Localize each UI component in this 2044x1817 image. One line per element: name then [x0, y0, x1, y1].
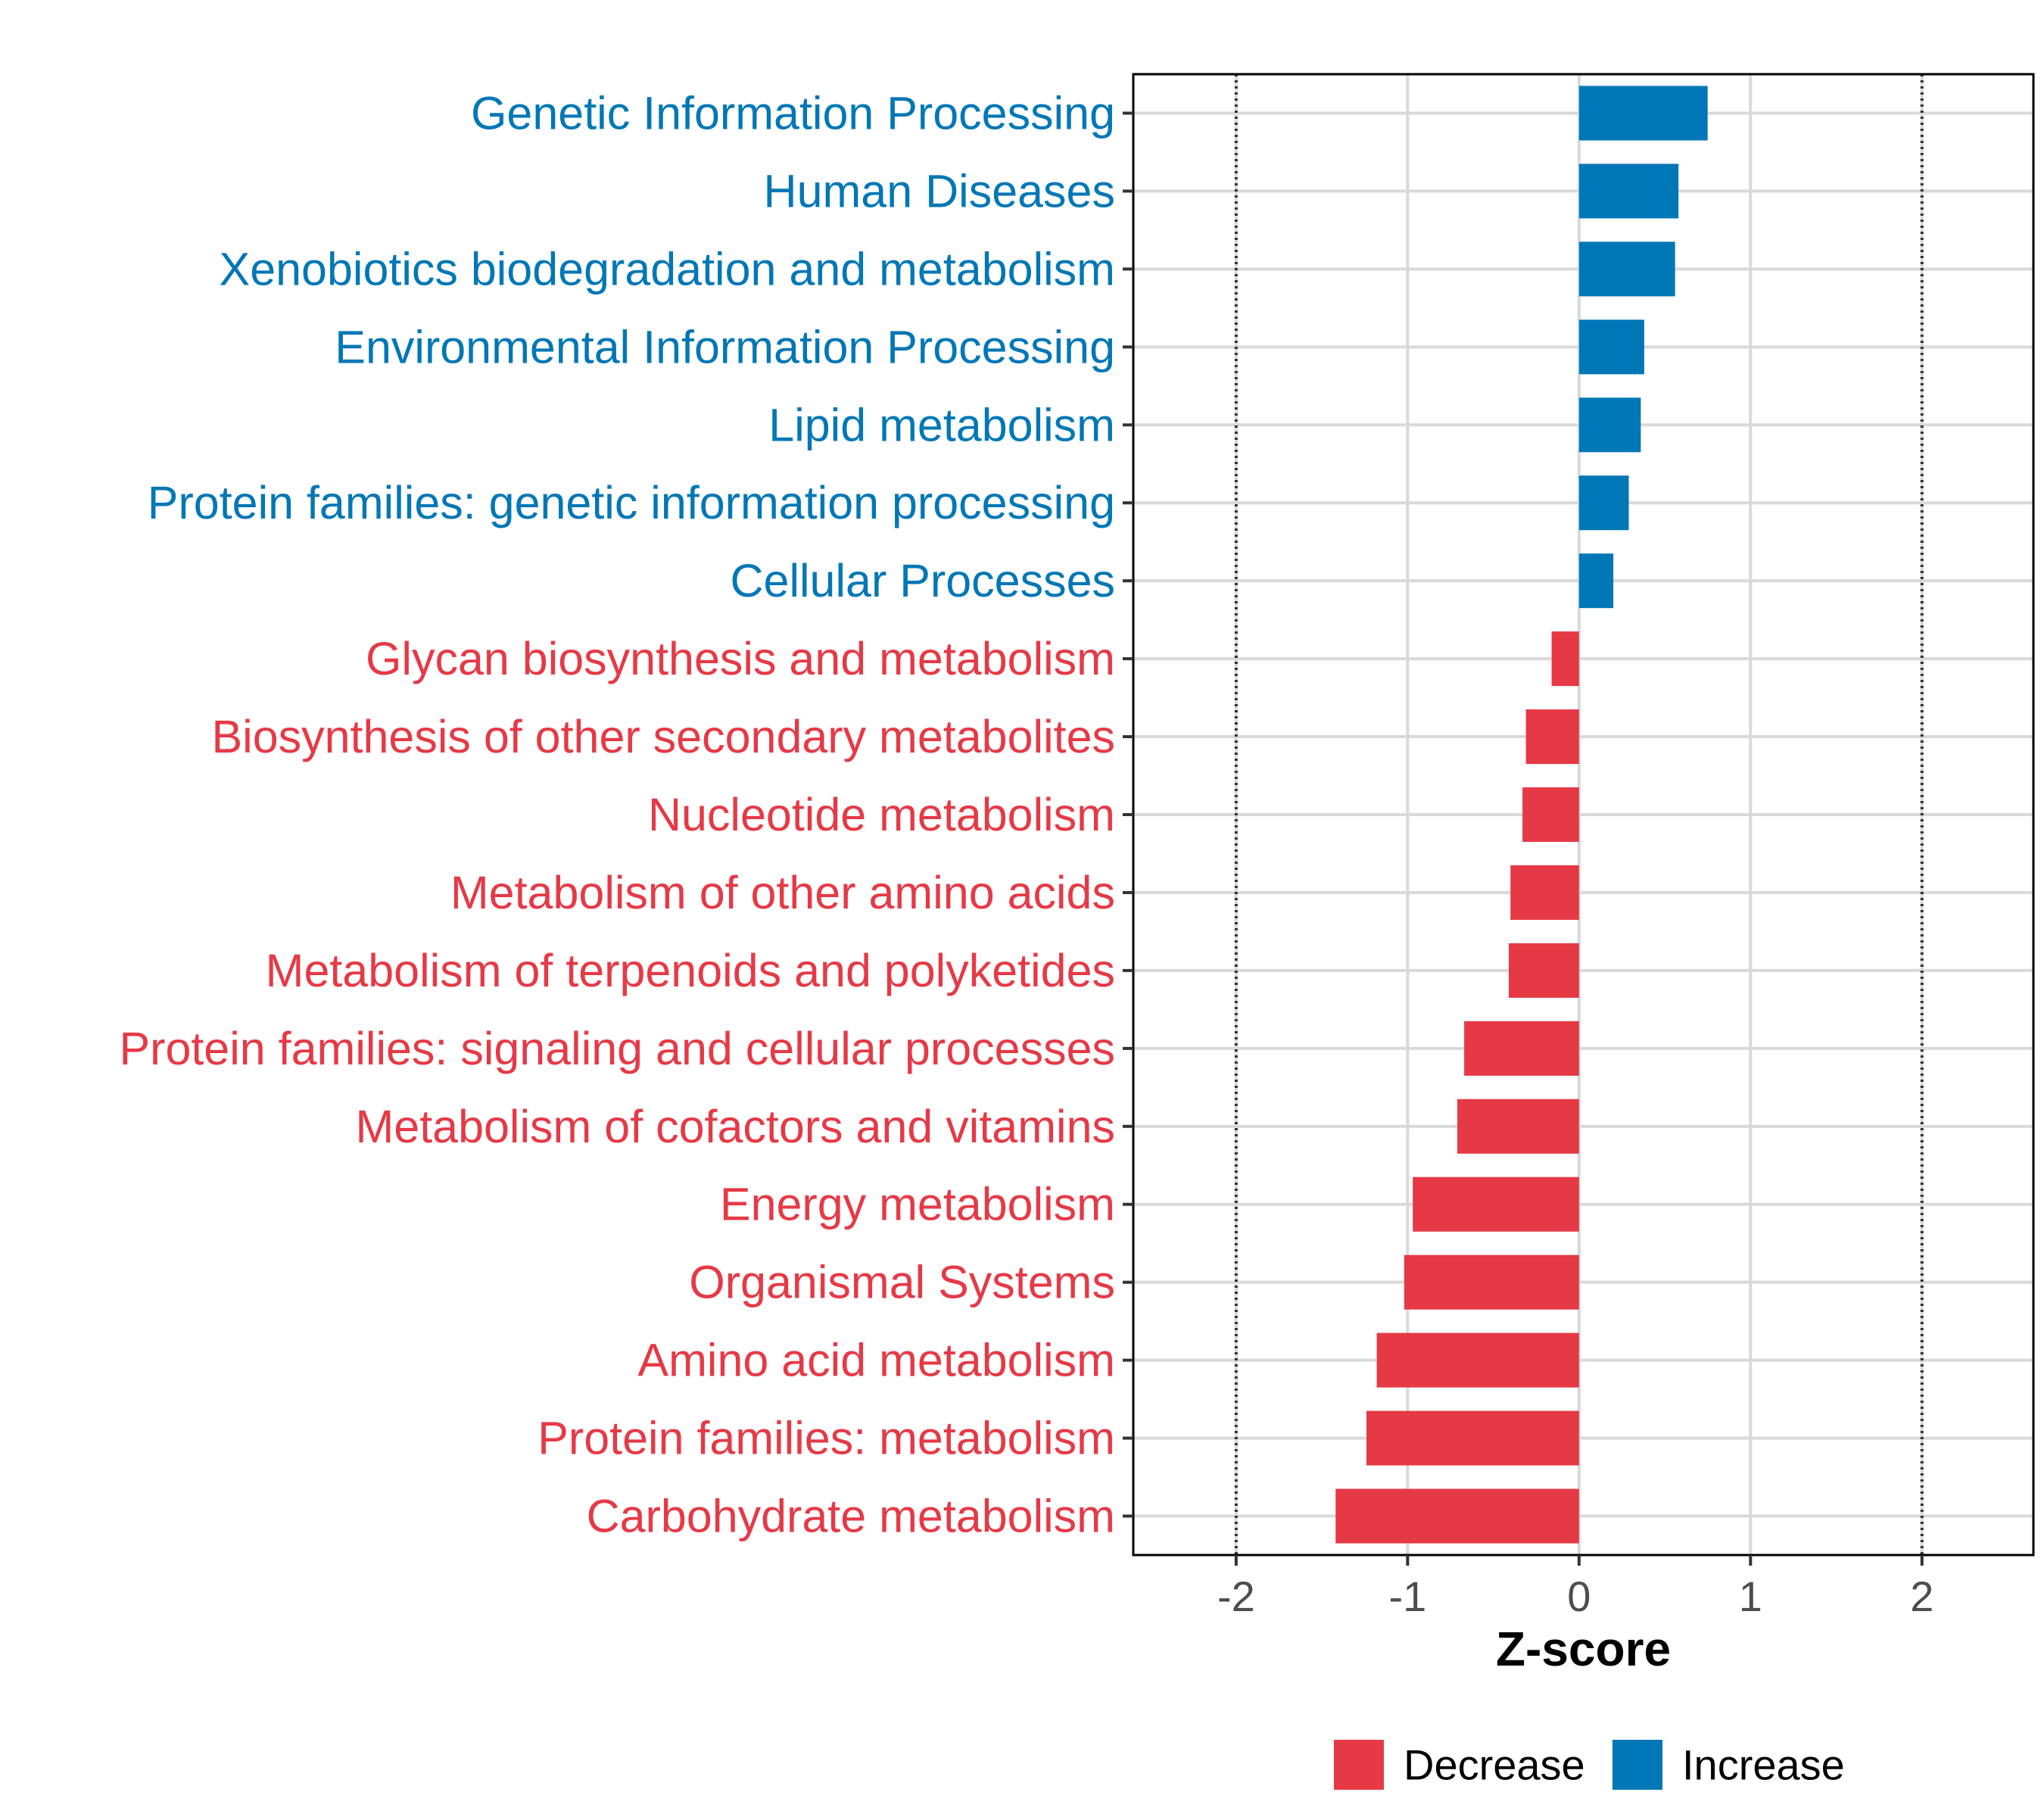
- y-tick-label: Genetic Information Processing: [471, 87, 1115, 139]
- bar: [1578, 553, 1614, 609]
- bar: [1464, 1021, 1579, 1076]
- y-tick-label: Carbohydrate metabolism: [587, 1491, 1115, 1542]
- legend: Decrease Increase: [1334, 1740, 1845, 1790]
- y-axis-ticks: [1123, 111, 1133, 1518]
- y-tick-label: Amino acid metabolism: [637, 1335, 1115, 1386]
- x-axis-tick-labels: -2 -1 0 1 2: [1217, 1572, 1933, 1620]
- x-tick-label: 1: [1739, 1572, 1762, 1620]
- bars: [1335, 86, 1708, 1544]
- x-tick-label: 0: [1567, 1572, 1591, 1620]
- y-tick-label: Human Diseases: [764, 165, 1115, 217]
- y-tick-label: Biosynthesis of other secondary metaboli…: [211, 711, 1115, 762]
- bar: [1578, 164, 1679, 219]
- y-tick-label: Glycan biosynthesis and metabolism: [366, 633, 1115, 684]
- x-tick-label: -1: [1388, 1572, 1426, 1620]
- bar: [1578, 475, 1629, 531]
- bar: [1522, 787, 1579, 843]
- legend-label: Decrease: [1404, 1741, 1585, 1789]
- x-axis-ticks: [1234, 1555, 1924, 1566]
- x-axis-title: Z-score: [1496, 1622, 1671, 1676]
- y-tick-label: Metabolism of other amino acids: [450, 867, 1115, 918]
- bar: [1525, 709, 1579, 765]
- bar: [1578, 242, 1675, 297]
- bar: [1578, 319, 1644, 375]
- y-axis-labels: Genetic Information Processing Human Dise…: [119, 87, 1115, 1541]
- legend-key: [1612, 1740, 1662, 1790]
- y-tick-label: Cellular Processes: [730, 555, 1115, 606]
- bar: [1413, 1177, 1579, 1232]
- legend-label: Increase: [1682, 1741, 1845, 1789]
- y-tick-label: Protein families: metabolism: [537, 1413, 1115, 1464]
- bar: [1376, 1332, 1579, 1388]
- x-tick-label: -2: [1217, 1572, 1255, 1620]
- y-tick-label: Environmental Information Processing: [335, 321, 1115, 372]
- y-tick-label: Xenobiotics biodegradation and metabolis…: [220, 243, 1115, 295]
- y-tick-label: Nucleotide metabolism: [648, 789, 1115, 840]
- bar: [1510, 865, 1579, 920]
- y-tick-label: Energy metabolism: [720, 1179, 1115, 1230]
- bar: [1366, 1410, 1579, 1466]
- bar: [1404, 1254, 1579, 1310]
- y-tick-label: Lipid metabolism: [768, 399, 1115, 450]
- reference-lines: [1234, 74, 1924, 1555]
- y-tick-label: Metabolism of terpenoids and polyketides: [266, 945, 1115, 996]
- y-tick-label: Metabolism of cofactors and vitamins: [355, 1101, 1115, 1152]
- y-tick-label: Protein families: genetic information pr…: [148, 477, 1115, 528]
- legend-key: [1334, 1740, 1384, 1790]
- bar: [1578, 397, 1641, 453]
- bar: [1457, 1099, 1579, 1154]
- bar: [1508, 943, 1579, 998]
- y-tick-label: Organismal Systems: [689, 1257, 1115, 1308]
- bar: [1551, 631, 1579, 687]
- bar: [1335, 1488, 1579, 1544]
- y-tick-label: Protein families: signaling and cellular…: [119, 1023, 1115, 1074]
- bar: [1578, 86, 1708, 141]
- x-tick-label: 2: [1910, 1572, 1933, 1620]
